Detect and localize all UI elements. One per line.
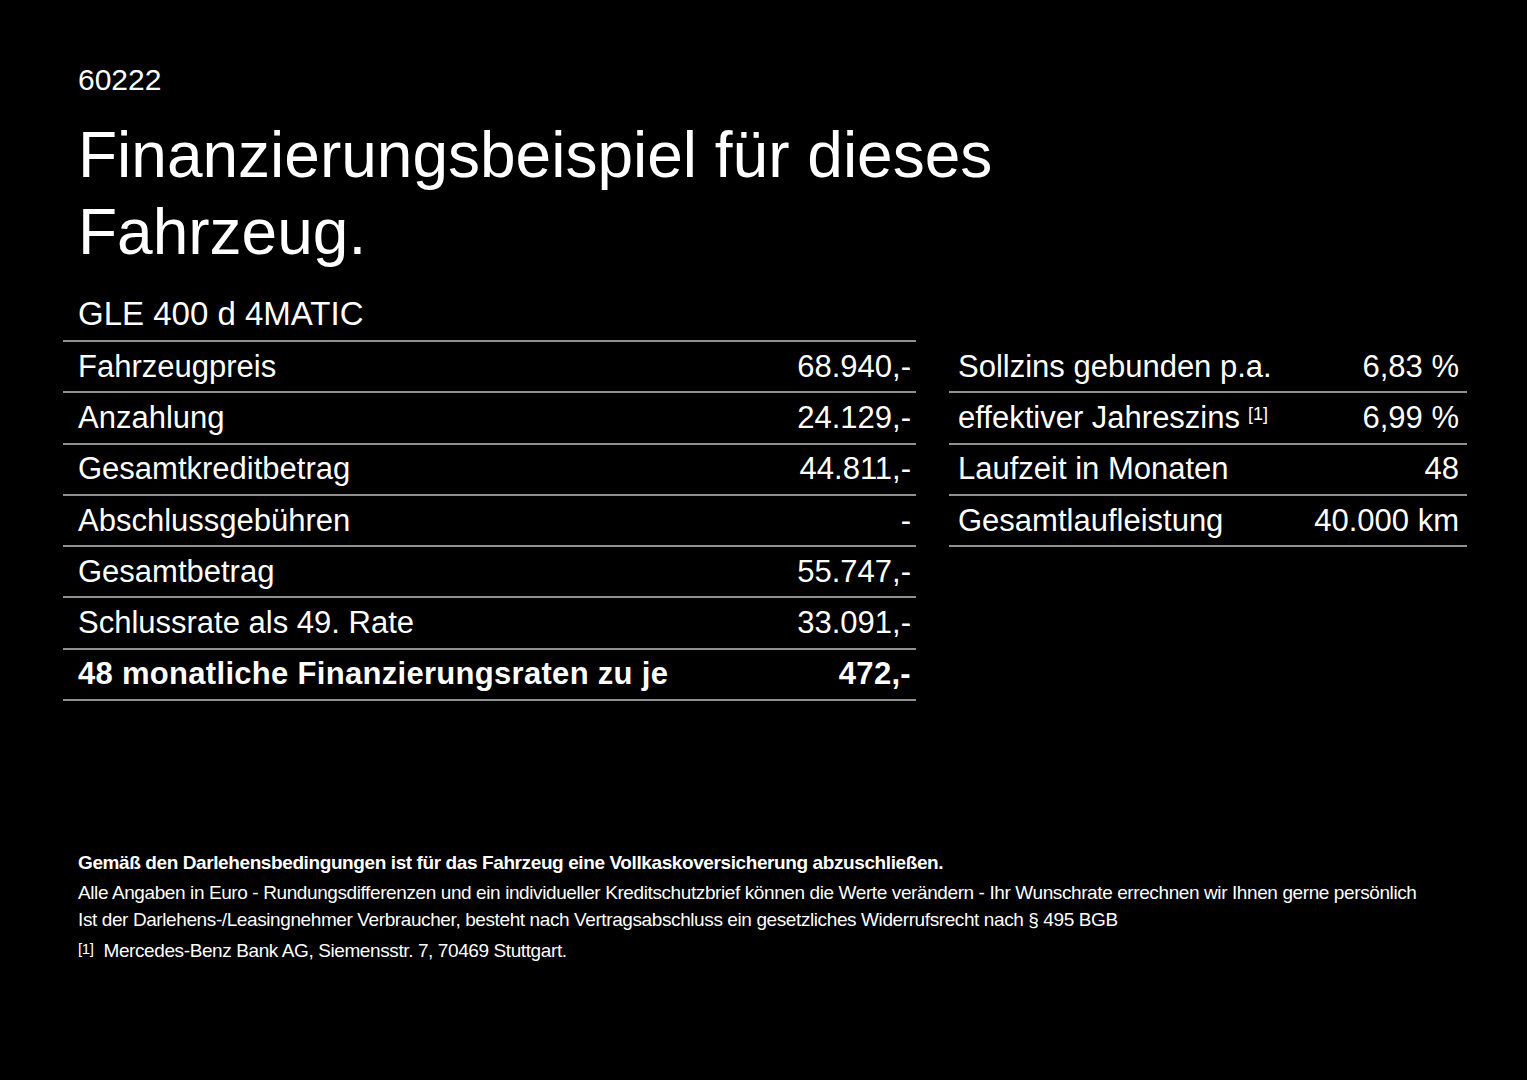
table-row-monthly-rate: 48 monatliche Finanzierungsraten zu je 4… (63, 650, 916, 701)
row-value: 68.940,- (797, 349, 911, 385)
table-row: Abschlussgebühren - (63, 496, 916, 547)
row-label: Anzahlung (78, 400, 225, 436)
row-label: Schlussrate als 49. Rate (78, 605, 414, 641)
row-label: Fahrzeugpreis (78, 349, 276, 385)
table-row: Schlussrate als 49. Rate 33.091,- (63, 598, 916, 649)
page-title-line2: Fahrzeug. (78, 194, 992, 271)
row-label: effektiver Jahreszins[1] (958, 400, 1268, 436)
row-value: 6,99 % (1362, 400, 1459, 436)
row-value: 24.129,- (797, 400, 911, 436)
row-label: 48 monatliche Finanzierungsraten zu je (78, 656, 668, 692)
terms-table: Sollzins gebunden p.a. 6,83 % effektiver… (949, 340, 1467, 547)
table-row: Gesamtbetrag 55.747,- (63, 547, 916, 598)
footnote-widerruf: Ist der Darlehens-/Leasingnehmer Verbrau… (78, 910, 1118, 929)
row-label: Gesamtkreditbetrag (78, 451, 350, 487)
row-value: 55.747,- (797, 554, 911, 590)
footnote-euro: Alle Angaben in Euro - Rundungsdifferenz… (78, 883, 1416, 902)
footnote-bank: [1] Mercedes-Benz Bank AG, Siemensstr. 7,… (78, 941, 567, 960)
finance-table: Fahrzeugpreis 68.940,- Anzahlung 24.129,… (63, 340, 916, 701)
document-number: 60222 (78, 65, 161, 95)
row-value: 472,- (839, 656, 911, 692)
vehicle-model: GLE 400 d 4MATIC (78, 297, 364, 330)
row-label: Gesamtlaufleistung (958, 503, 1223, 539)
row-value: - (901, 503, 911, 539)
row-value: 48 (1425, 451, 1459, 487)
row-label: Gesamtbetrag (78, 554, 274, 590)
footnote-insurance: Gemäß den Darlehensbedingungen ist für d… (78, 853, 943, 872)
footnote-ref-text: Mercedes-Benz Bank AG, Siemensstr. 7, 70… (103, 940, 566, 961)
table-row: effektiver Jahreszins[1] 6,99 % (949, 393, 1467, 444)
row-label: Abschlussgebühren (78, 503, 350, 539)
table-row: Fahrzeugpreis 68.940,- (63, 342, 916, 393)
row-label: Sollzins gebunden p.a. (958, 349, 1272, 385)
table-row: Gesamtlaufleistung 40.000 km (949, 496, 1467, 547)
footnote-marker: [1] (1248, 404, 1268, 424)
table-row: Gesamtkreditbetrag 44.811,- (63, 445, 916, 496)
row-value: 33.091,- (797, 605, 911, 641)
row-label: Laufzeit in Monaten (958, 451, 1229, 487)
table-row: Laufzeit in Monaten 48 (949, 445, 1467, 496)
row-value: 6,83 % (1362, 349, 1459, 385)
row-value: 44.811,- (800, 451, 911, 487)
page-title: Finanzierungsbeispiel für dieses Fahrzeu… (78, 117, 992, 271)
table-row: Sollzins gebunden p.a. 6,83 % (949, 342, 1467, 393)
table-row: Anzahlung 24.129,- (63, 393, 916, 444)
page-title-line1: Finanzierungsbeispiel für dieses (78, 117, 992, 194)
row-value: 40.000 km (1314, 503, 1459, 539)
footnote-ref-marker: [1] (78, 941, 93, 956)
